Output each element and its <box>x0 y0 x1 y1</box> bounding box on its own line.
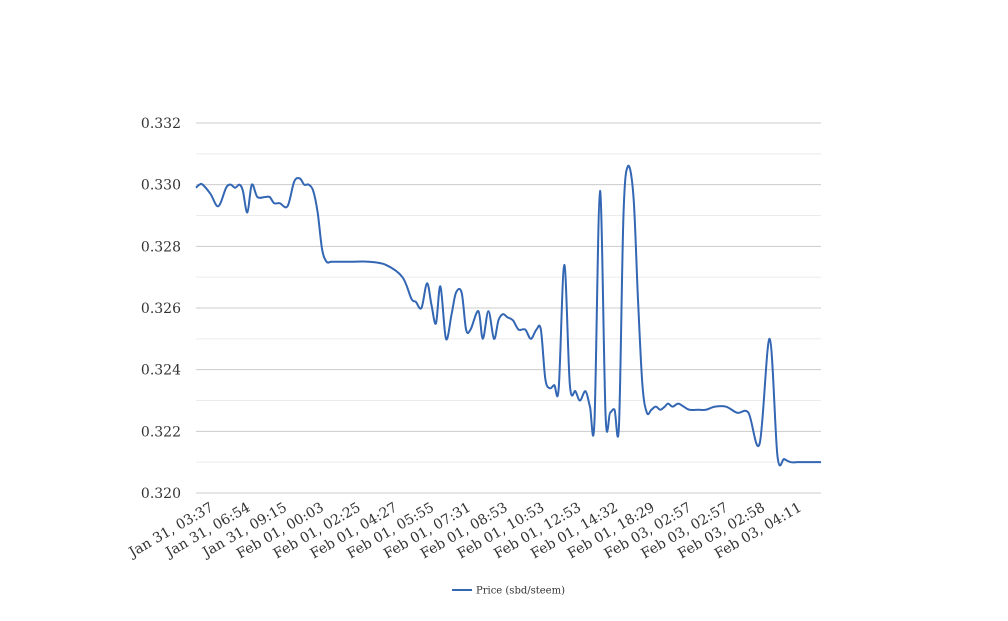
y-tick-label: 0.330 <box>141 178 181 194</box>
y-tick-label: 0.326 <box>141 301 181 317</box>
y-tick-label: 0.324 <box>141 363 181 379</box>
y-tick-label: 0.320 <box>141 486 181 502</box>
y-tick-label: 0.322 <box>141 424 181 440</box>
grid-lines <box>196 122 821 494</box>
y-tick-label: 0.332 <box>141 116 181 132</box>
legend[interactable]: Price (sbd/steem) <box>452 586 565 597</box>
y-axis: 0.320 0.322 0.324 0.326 0.328 0.330 0.332 <box>141 116 181 502</box>
legend-label: Price (sbd/steem) <box>476 586 565 597</box>
y-tick-label: 0.328 <box>141 239 181 255</box>
series-layer <box>195 164 821 467</box>
series-line-price <box>195 164 821 467</box>
